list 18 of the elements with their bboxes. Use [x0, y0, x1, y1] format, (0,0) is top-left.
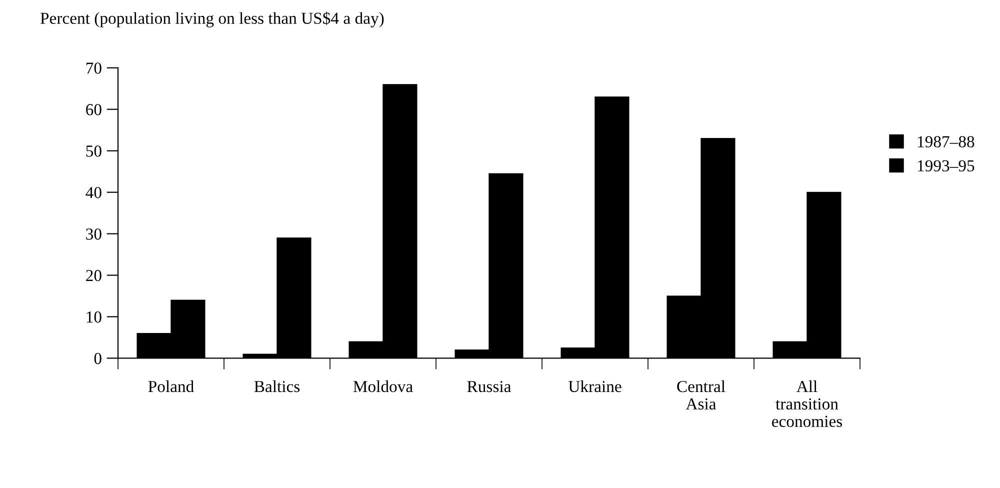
x-tick-label: Baltics: [254, 380, 300, 392]
x-tick-label: All transition economies: [772, 380, 842, 427]
y-tick-label: 40: [86, 186, 102, 198]
x-tick-label: Ukraine: [568, 380, 622, 392]
y-tick-label: 60: [86, 104, 102, 116]
x-tick-label: Moldova: [353, 380, 413, 392]
y-axis-title: Percent (population living on less than US$4 a day): [40, 12, 384, 28]
x-tick-label: Poland: [148, 380, 194, 392]
y-tick-label: 50: [86, 145, 102, 157]
y-tick-label: 0: [94, 352, 102, 364]
y-tick-label: 30: [86, 228, 102, 240]
x-tick-label: Central Asia: [677, 380, 726, 410]
x-tick-label: Russia: [467, 380, 511, 392]
legend-label: 1993–95: [918, 160, 974, 172]
y-tick-label: 20: [86, 270, 102, 282]
y-tick-label: 10: [86, 311, 102, 323]
y-tick-label: 70: [86, 62, 102, 74]
legend-label: 1987–88: [918, 136, 974, 148]
